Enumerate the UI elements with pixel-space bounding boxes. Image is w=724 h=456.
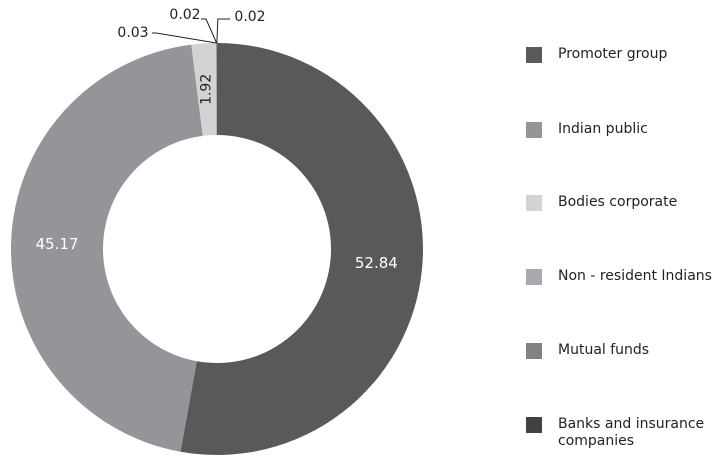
legend-label: Non - resident Indians bbox=[558, 268, 712, 284]
legend-swatch bbox=[526, 343, 542, 359]
data-label-bodies-corporate: 1.92 bbox=[199, 74, 215, 105]
slice-bodies-corporate bbox=[191, 43, 217, 136]
leader-line-non-resident-indians bbox=[152, 32, 217, 44]
data-label-non-resident-indians: 0.03 bbox=[117, 25, 148, 41]
legend-swatch bbox=[526, 195, 542, 211]
legend-label: Bodies corporate bbox=[558, 194, 678, 210]
legend-label: Indian public bbox=[558, 121, 648, 137]
data-label-banks-and-insurance-companies: 0.02 bbox=[234, 9, 265, 25]
legend-item-promoter-group: Promoter group bbox=[526, 46, 667, 63]
leader-line-mutual-funds bbox=[201, 18, 218, 44]
data-label-indian-public: 45.17 bbox=[36, 235, 79, 253]
legend-label: Mutual funds bbox=[558, 342, 650, 358]
slice-promoter-group bbox=[180, 43, 424, 456]
legend-item-non-resident-indians: Non - resident Indians bbox=[526, 268, 712, 285]
slice-indian-public bbox=[11, 44, 203, 452]
legend-swatch bbox=[526, 269, 542, 285]
leader-lines bbox=[152, 18, 230, 44]
legend-label: Promoter group bbox=[558, 46, 668, 62]
legend-label: Banks and insurance companies bbox=[558, 416, 705, 449]
legend-item-indian-public: Indian public bbox=[526, 121, 648, 138]
data-label-mutual-funds: 0.02 bbox=[169, 7, 200, 23]
data-label-promoter-group: 52.84 bbox=[355, 254, 398, 272]
legend-swatch bbox=[526, 122, 542, 138]
legend-swatch bbox=[526, 47, 542, 63]
legend-item-mutual-funds: Mutual funds bbox=[526, 342, 649, 359]
legend-item-banks-and-insurance-companies: Banks and insurance companies bbox=[526, 416, 718, 450]
chart-data-labels: 52.84 45.17 1.92 0.03 0.02 0.02 bbox=[36, 7, 398, 272]
legend-swatch bbox=[526, 417, 542, 433]
leader-line-banks-and-insurance-companies bbox=[216, 18, 230, 44]
chart-slices bbox=[11, 43, 424, 456]
legend-item-bodies-corporate: Bodies corporate bbox=[526, 194, 677, 211]
slice-non-resident-indians bbox=[216, 43, 217, 136]
chart-legend: Promoter group Indian public Bodies corp… bbox=[526, 0, 724, 456]
